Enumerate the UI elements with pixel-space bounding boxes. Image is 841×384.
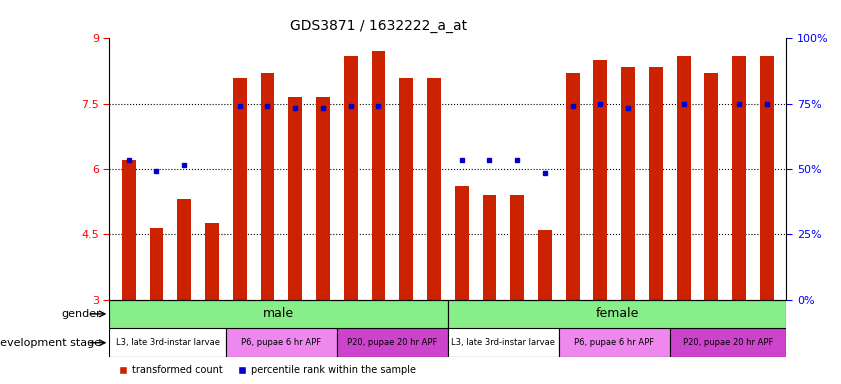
Bar — [447, 300, 786, 328]
Bar — [455, 186, 468, 300]
Bar — [177, 199, 191, 300]
Text: gender: gender — [61, 309, 101, 319]
Bar — [337, 328, 447, 357]
Bar — [109, 328, 226, 357]
Bar — [205, 223, 219, 300]
Text: P6, pupae 6 hr APF: P6, pupae 6 hr APF — [574, 338, 654, 347]
Bar — [109, 300, 447, 328]
Bar — [649, 67, 663, 300]
Bar — [316, 97, 330, 300]
Bar — [510, 195, 524, 300]
Bar — [669, 328, 786, 357]
Text: P6, pupae 6 hr APF: P6, pupae 6 hr APF — [241, 338, 321, 347]
Bar — [399, 78, 413, 300]
Bar — [150, 228, 163, 300]
Bar — [705, 73, 718, 300]
Bar — [372, 51, 385, 300]
Bar — [566, 73, 579, 300]
Text: female: female — [595, 308, 639, 320]
Bar — [344, 56, 357, 300]
Bar — [733, 56, 746, 300]
Bar — [594, 60, 607, 300]
Bar — [621, 67, 635, 300]
Bar — [226, 328, 337, 357]
Text: L3, late 3rd-instar larvae: L3, late 3rd-instar larvae — [452, 338, 555, 347]
Bar — [483, 195, 496, 300]
Text: male: male — [263, 308, 294, 320]
Bar — [261, 73, 274, 300]
Text: development stage: development stage — [0, 338, 101, 348]
Legend: transformed count, percentile rank within the sample: transformed count, percentile rank withi… — [114, 361, 420, 379]
Bar — [122, 160, 135, 300]
Text: P20, pupae 20 hr APF: P20, pupae 20 hr APF — [347, 338, 437, 347]
Bar — [677, 56, 690, 300]
Bar — [538, 230, 552, 300]
Text: L3, late 3rd-instar larvae: L3, late 3rd-instar larvae — [115, 338, 220, 347]
Text: P20, pupae 20 hr APF: P20, pupae 20 hr APF — [683, 338, 773, 347]
Bar — [427, 78, 441, 300]
Bar — [233, 78, 246, 300]
Text: GDS3871 / 1632222_a_at: GDS3871 / 1632222_a_at — [290, 19, 467, 33]
Bar — [760, 56, 774, 300]
Bar — [288, 97, 302, 300]
Bar — [447, 328, 558, 357]
Bar — [558, 328, 669, 357]
